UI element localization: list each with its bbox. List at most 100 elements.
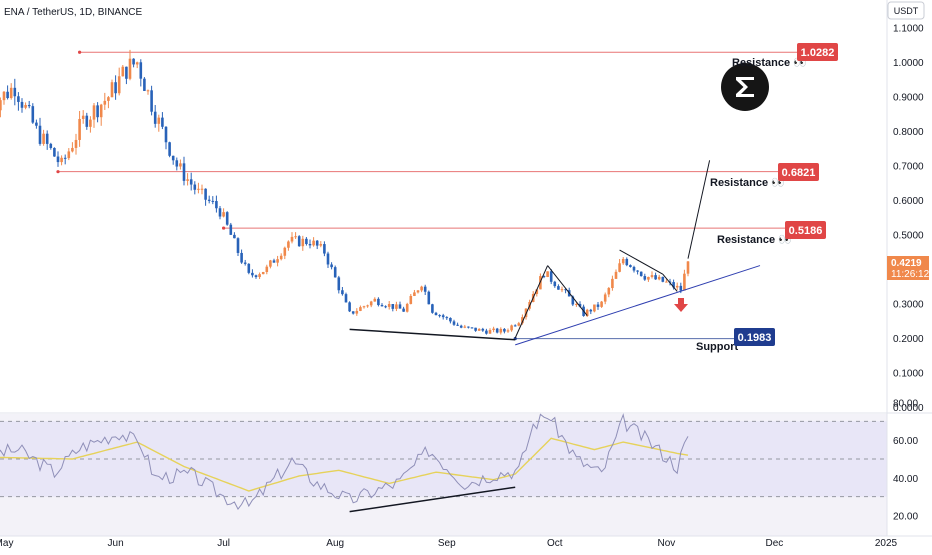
- candle-body: [420, 286, 423, 291]
- trendline: [515, 265, 761, 346]
- candle-body: [182, 163, 186, 181]
- candle-body: [323, 244, 326, 254]
- candle-body: [153, 111, 157, 124]
- candle-body: [575, 303, 578, 305]
- candle-body: [193, 184, 197, 190]
- resistance-2-price: 0.6821: [782, 167, 816, 179]
- candle-body: [125, 66, 128, 79]
- level-anchor: [222, 226, 226, 230]
- candle-body: [355, 310, 359, 314]
- candle-body: [431, 304, 434, 313]
- rsi-ma-line: [0, 437, 689, 492]
- candle-body: [24, 104, 27, 108]
- candle-body: [128, 58, 132, 79]
- candle-body: [470, 327, 474, 329]
- candle-body: [121, 66, 125, 77]
- candle-body: [225, 212, 229, 225]
- candle-body: [625, 258, 629, 266]
- trendline: [687, 160, 711, 259]
- ethena-logo: [721, 63, 769, 111]
- candle-body: [333, 267, 337, 278]
- support-badge: 0.1983: [734, 328, 775, 346]
- candle-body: [679, 285, 683, 291]
- symbol-title[interactable]: ENA / TetherUS, 1D, BINANCE: [4, 7, 143, 18]
- rsi-line: [0, 413, 689, 511]
- price-tick-label: 0.0000: [893, 403, 924, 414]
- candle-body: [78, 118, 81, 140]
- candle-body: [139, 62, 143, 79]
- candle-body: [369, 301, 373, 306]
- candle-body: [513, 325, 517, 327]
- candle-body: [179, 163, 182, 167]
- time-tick-label: Jul: [217, 538, 230, 549]
- candle-body: [6, 91, 9, 99]
- candle-body: [423, 286, 427, 292]
- rsi-series: [0, 413, 689, 513]
- candle-body: [63, 157, 67, 159]
- candle-body: [485, 330, 488, 334]
- candle-body: [675, 285, 679, 288]
- candle-body: [427, 291, 431, 305]
- price-tick-label: 1.0000: [893, 58, 924, 69]
- candle-body: [445, 317, 449, 319]
- candle-body: [387, 304, 391, 307]
- currency-button[interactable]: USDT: [887, 1, 925, 20]
- candle-body: [96, 105, 99, 118]
- candle-body: [81, 115, 85, 119]
- candle-body: [186, 179, 189, 181]
- pattern-line: [619, 249, 664, 275]
- candle-body: [272, 260, 276, 263]
- candle-body: [351, 311, 355, 314]
- candle-body: [661, 276, 665, 282]
- resistance-2-label: Resistance 👀: [710, 177, 785, 189]
- candle-body: [60, 157, 63, 163]
- candle-body: [341, 290, 344, 295]
- candle-body: [643, 276, 647, 280]
- candle-body: [261, 272, 265, 275]
- candle-body: [146, 90, 150, 92]
- candle-body: [499, 328, 503, 333]
- candle-body: [654, 275, 657, 280]
- candle-body: [150, 90, 153, 112]
- level-anchor: [56, 170, 60, 174]
- candle-body: [114, 82, 117, 94]
- candle-body: [578, 303, 582, 307]
- candle-body: [384, 306, 387, 308]
- candle-body: [377, 298, 380, 306]
- candle-body: [319, 244, 323, 246]
- candle-body: [647, 276, 650, 280]
- candle-body: [344, 294, 348, 303]
- candle-body: [233, 234, 236, 239]
- price-tick-label: 0.1000: [893, 369, 924, 380]
- candle-body: [20, 101, 24, 108]
- time-axis[interactable]: May Jun Jul Aug Sep Oct Nov Dec 2025: [0, 538, 898, 549]
- candle-body: [13, 87, 17, 97]
- rsi-pane: [0, 414, 887, 536]
- candle-body: [110, 82, 114, 98]
- rsi-axis[interactable]: 80.00 60.00 40.00 20.00: [893, 399, 918, 523]
- candle-body: [236, 238, 240, 253]
- candle-body: [132, 58, 135, 65]
- candle-body: [477, 328, 481, 331]
- candle-body: [438, 315, 441, 317]
- candle-body: [189, 179, 193, 185]
- rsi-tick-label: 20.00: [893, 511, 918, 522]
- pattern-line: [514, 265, 549, 339]
- candle-body: [636, 270, 639, 272]
- candle-body: [2, 91, 6, 101]
- candle-body: [521, 317, 524, 324]
- candle-body: [49, 143, 53, 148]
- pattern-line: [662, 273, 678, 292]
- time-tick-label: Oct: [547, 538, 563, 549]
- candle-body: [589, 309, 593, 312]
- candle-body: [398, 304, 402, 309]
- candle-body: [557, 286, 560, 290]
- candle-body: [38, 125, 42, 144]
- candle-body: [395, 304, 398, 309]
- candle-body: [53, 147, 56, 157]
- rsi-reference-lines: [0, 420, 887, 498]
- candle-body: [27, 104, 31, 107]
- candle-body: [441, 315, 445, 318]
- time-tick-label: Dec: [766, 538, 784, 549]
